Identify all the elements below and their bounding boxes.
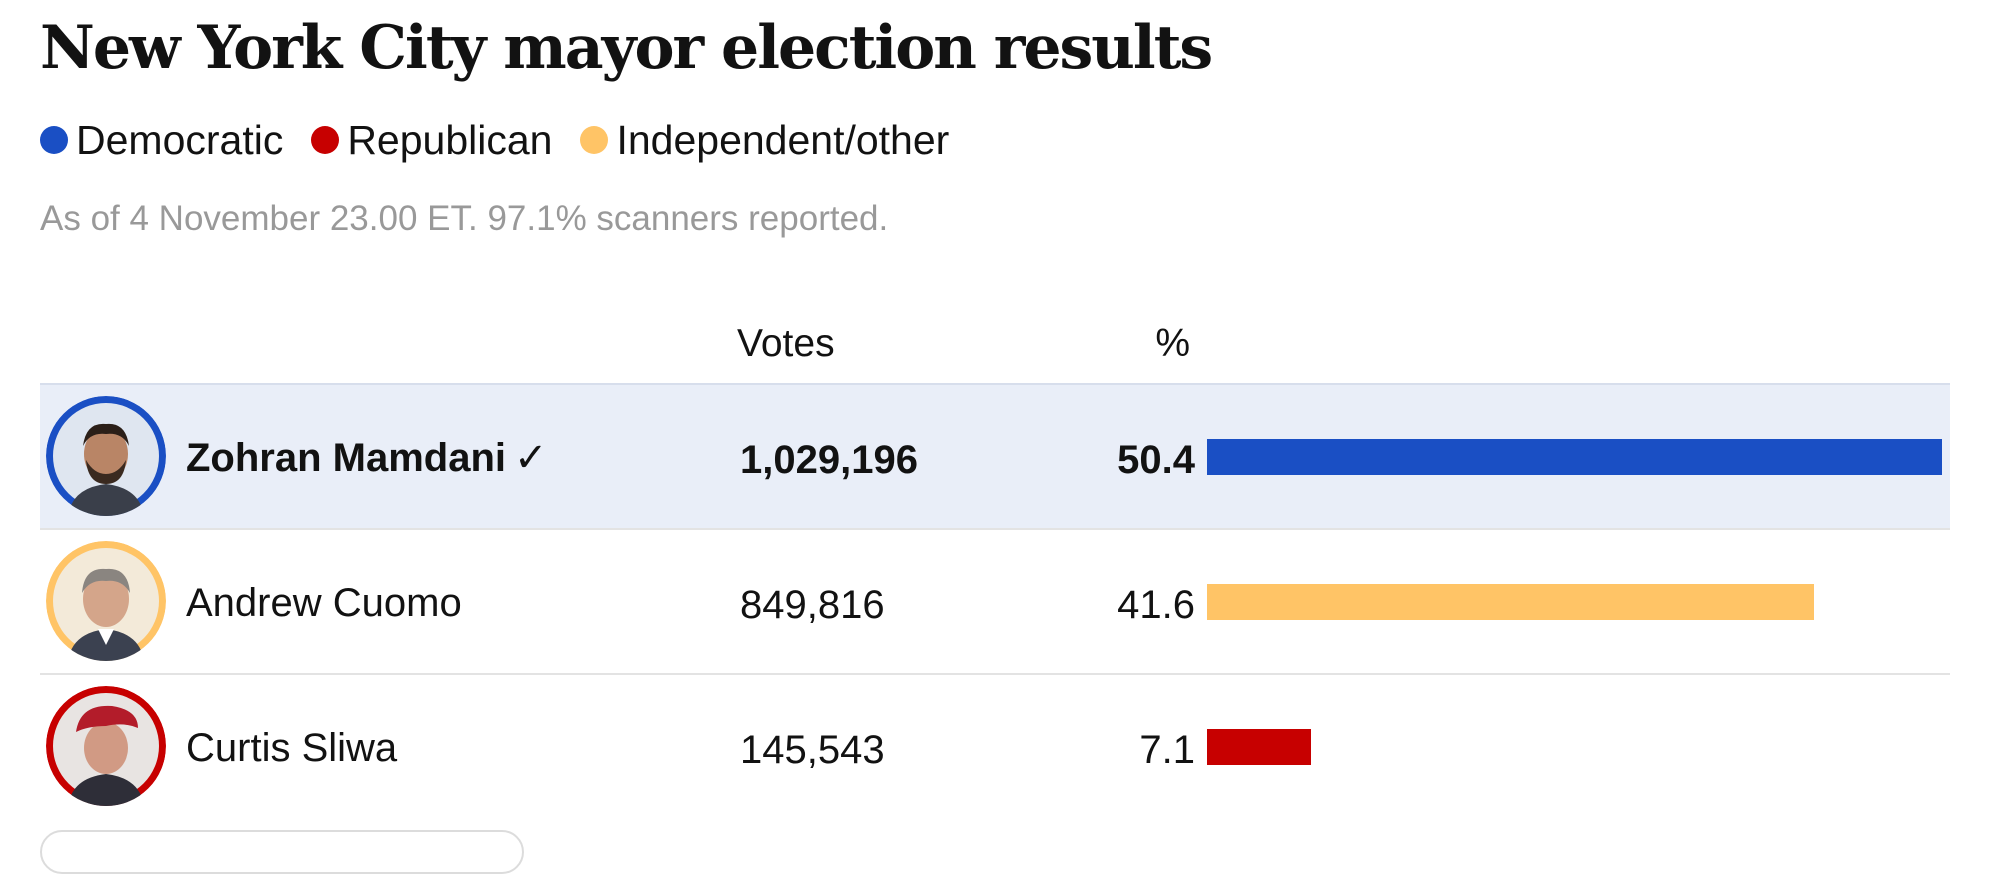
- update-note: As of 4 November 23.00 ET. 97.1% scanner…: [40, 199, 889, 238]
- chart-title: New York City mayor election results: [40, 13, 1213, 83]
- avatar-sliwa: [46, 686, 166, 806]
- legend-swatch-republican: [311, 126, 340, 154]
- votes-column-header: Votes: [737, 322, 835, 365]
- results-table: Zohran Mamdani ✓ 1,029,196 50.4 Andrew Cu…: [40, 383, 1950, 818]
- candidate-votes: 1,029,196: [740, 438, 918, 482]
- candidate-votes: 145,543: [740, 728, 885, 772]
- legend-item-democratic: Democratic: [40, 117, 283, 164]
- result-bar: [1207, 729, 1311, 765]
- legend: Democratic Republican Independent/other: [40, 112, 977, 168]
- show-more-button-edge[interactable]: [40, 830, 524, 874]
- legend-label-independent: Independent/other: [616, 116, 950, 163]
- legend-swatch-independent: [580, 126, 609, 154]
- candidate-percent: 41.6: [1117, 583, 1195, 627]
- percent-column-header: %: [1155, 322, 1190, 365]
- candidate-name: Zohran Mamdani ✓: [186, 436, 548, 480]
- legend-item-independent: Independent/other: [580, 117, 949, 164]
- candidate-name: Curtis Sliwa: [186, 726, 398, 770]
- avatar-cuomo: [46, 541, 166, 661]
- table-row: Andrew Cuomo 849,816 41.6: [40, 528, 1950, 673]
- winner-check-icon: ✓: [514, 436, 548, 480]
- table-row: Zohran Mamdani ✓ 1,029,196 50.4: [40, 383, 1950, 528]
- candidate-percent: 50.4: [1117, 438, 1195, 482]
- result-bar: [1207, 584, 1814, 620]
- legend-item-republican: Republican: [311, 117, 552, 164]
- legend-swatch-democratic: [40, 126, 68, 154]
- legend-label-democratic: Democratic: [76, 116, 284, 163]
- legend-label-republican: Republican: [347, 116, 553, 163]
- candidate-name: Andrew Cuomo: [186, 581, 462, 625]
- table-row: Curtis Sliwa 145,543 7.1: [40, 673, 1950, 818]
- candidate-percent: 7.1: [1139, 728, 1195, 772]
- avatar-mamdani: [46, 396, 166, 516]
- result-bar: [1207, 439, 1942, 475]
- candidate-votes: 849,816: [740, 583, 885, 627]
